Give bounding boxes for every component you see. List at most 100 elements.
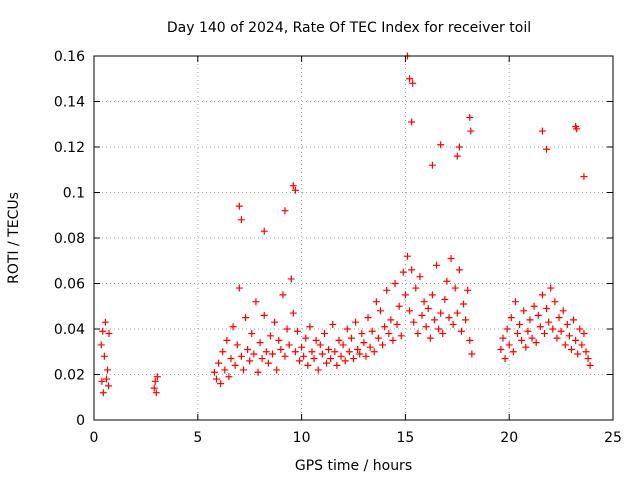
data-point	[468, 350, 476, 358]
data-point	[576, 325, 584, 333]
data-point	[304, 361, 312, 369]
data-point	[320, 330, 328, 338]
data-point	[437, 309, 445, 317]
data-point	[547, 284, 555, 292]
data-point	[362, 352, 370, 360]
data-point	[395, 302, 403, 310]
x-axis-label: GPS time / hours	[295, 458, 412, 474]
data-point	[314, 366, 322, 374]
data-point	[269, 350, 277, 358]
data-point	[291, 186, 299, 194]
data-point	[422, 323, 430, 331]
data-point	[291, 348, 299, 356]
data-point	[316, 341, 324, 349]
data-point	[266, 332, 274, 340]
data-point	[358, 330, 366, 338]
data-point	[439, 330, 447, 338]
data-point	[418, 311, 426, 319]
data-point	[364, 314, 372, 322]
data-point	[227, 355, 235, 363]
data-point	[98, 377, 106, 385]
data-point	[532, 339, 540, 347]
data-point	[331, 348, 339, 356]
data-point	[410, 318, 418, 326]
data-point	[428, 161, 436, 169]
data-point	[105, 382, 113, 390]
data-point	[503, 325, 511, 333]
data-point	[289, 309, 297, 317]
data-point	[260, 311, 268, 319]
data-point	[298, 343, 306, 351]
data-point	[520, 307, 528, 315]
data-point	[310, 355, 318, 363]
data-point	[252, 298, 260, 306]
data-point	[580, 330, 588, 338]
data-point	[151, 377, 159, 385]
data-point	[516, 320, 524, 328]
data-point	[354, 345, 362, 353]
data-point	[507, 314, 515, 322]
y-tick-label: 0.08	[54, 231, 85, 247]
data-point	[254, 368, 262, 376]
data-point	[391, 280, 399, 287]
data-point	[237, 352, 245, 360]
data-point	[381, 323, 389, 331]
y-tick-label: 0.1	[63, 186, 85, 202]
data-point	[435, 325, 443, 333]
data-point	[256, 339, 264, 347]
data-point	[296, 357, 304, 365]
y-tick-label: 0.06	[54, 277, 85, 293]
data-point	[540, 330, 548, 338]
data-point	[455, 143, 463, 151]
data-point	[524, 327, 532, 335]
y-tick-label: 0.16	[54, 49, 85, 65]
data-point	[337, 352, 345, 360]
data-point	[420, 298, 428, 306]
data-point	[441, 295, 449, 303]
data-point	[387, 316, 395, 324]
data-point	[287, 275, 295, 283]
x-tick-label: 20	[500, 430, 518, 446]
data-point	[460, 300, 468, 308]
grid-lines	[94, 56, 613, 420]
data-point	[501, 355, 509, 363]
y-axis-label: ROTI / TECUs	[6, 192, 22, 284]
data-point	[522, 343, 530, 351]
y-tick-label: 0	[76, 413, 85, 429]
data-point	[237, 216, 245, 224]
data-point	[437, 141, 445, 149]
data-point	[416, 273, 424, 281]
data-point	[360, 339, 368, 347]
data-point	[528, 334, 536, 342]
data-point	[99, 389, 107, 397]
data-point	[318, 350, 326, 358]
data-point	[399, 268, 407, 276]
data-point	[152, 389, 160, 397]
data-point	[414, 330, 422, 338]
data-point	[563, 320, 571, 328]
data-point	[409, 79, 417, 87]
data-point	[293, 327, 301, 335]
data-point	[235, 284, 243, 292]
data-point	[543, 145, 551, 153]
data-point	[445, 314, 453, 322]
data-point	[246, 357, 254, 365]
data-point	[285, 341, 293, 349]
data-point	[497, 345, 505, 353]
data-point	[567, 345, 575, 353]
data-point	[462, 316, 470, 324]
data-point	[447, 254, 455, 262]
data-point	[584, 355, 592, 363]
data-point	[514, 330, 522, 338]
data-point	[275, 336, 283, 344]
data-point	[586, 361, 594, 369]
data-point	[466, 113, 474, 121]
data-point	[281, 352, 289, 360]
data-point	[100, 352, 108, 360]
data-point	[553, 334, 561, 342]
axis-ticks: 0 5 10 15 20 25 0 0.02 0.04 0.06 0.08 0.1 0.12 0.14 0.…	[54, 49, 622, 446]
data-point	[99, 327, 107, 335]
data-point	[499, 334, 507, 342]
y-tick-label: 0.12	[54, 140, 85, 156]
data-point	[412, 284, 420, 292]
